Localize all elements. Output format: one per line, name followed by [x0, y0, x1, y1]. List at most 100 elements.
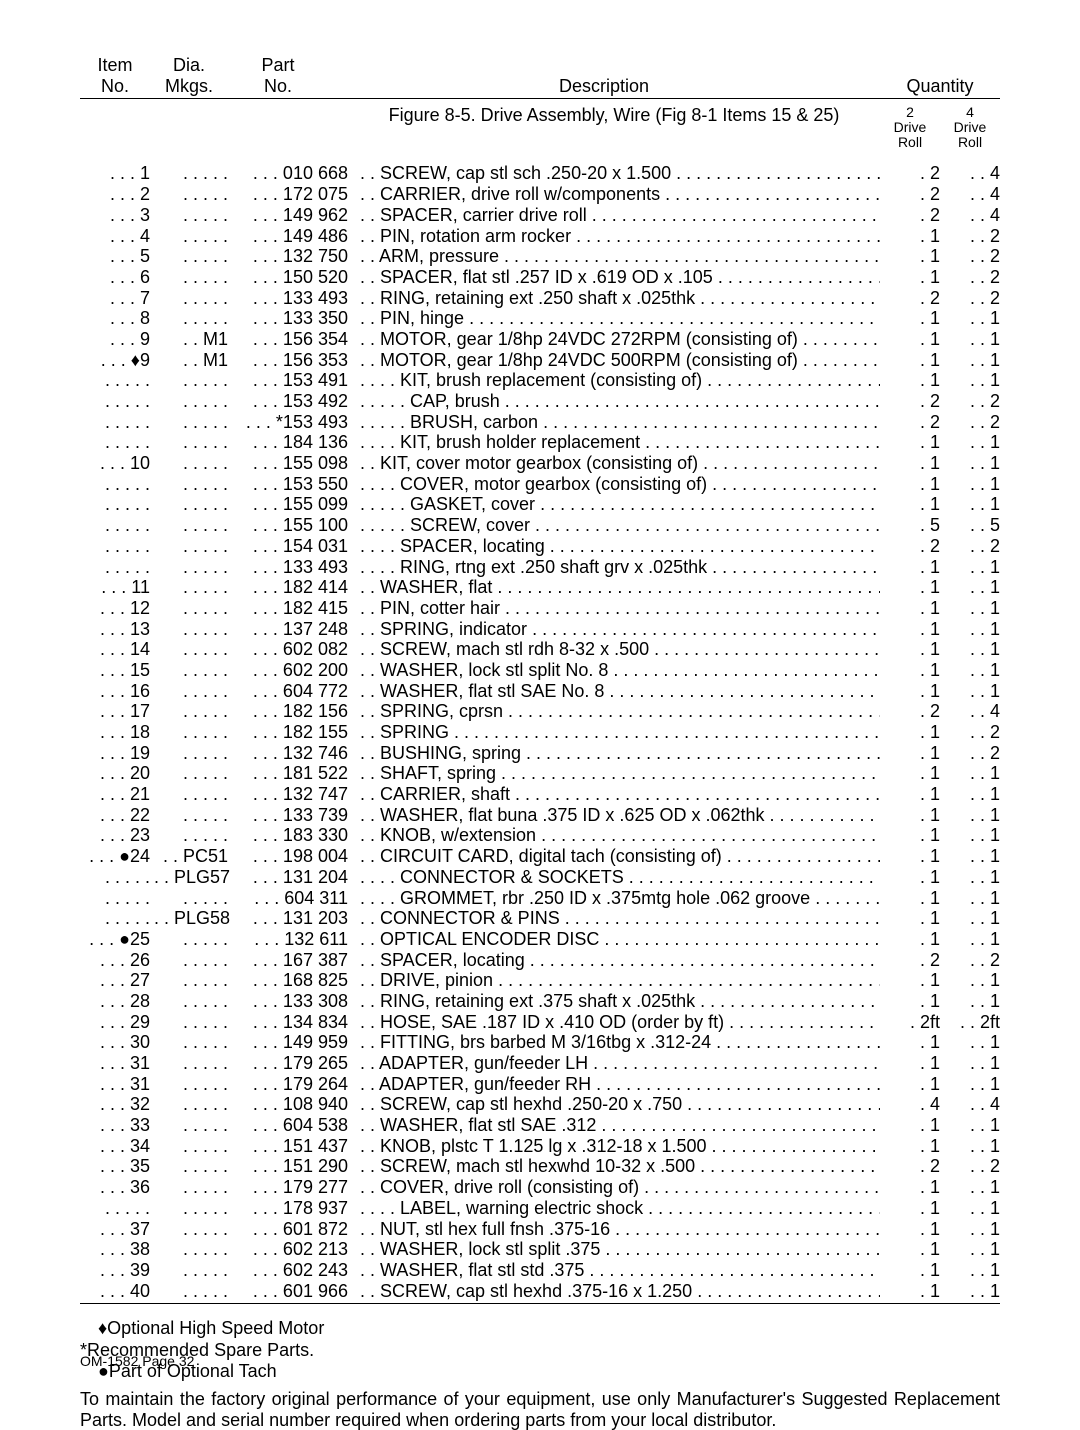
table-row: . . . 28. . . . .. . . 133 308. . RING, …: [80, 991, 1000, 1012]
cell-description: . . . . . GASKET, cover . . . . . . . . …: [348, 494, 880, 515]
cell-qty-2drive: . 1: [880, 1115, 940, 1136]
cell-dia-mkgs: . . . . .: [150, 288, 228, 309]
cell-part-no: . . . 131 204: [228, 867, 348, 888]
cell-dia-mkgs: . . . . .: [150, 391, 228, 412]
cell-item-no: . . . 31: [80, 1074, 150, 1095]
cell-description: . . CONNECTOR & PINS . . . . . . . . . .…: [348, 908, 880, 929]
cell-part-no: . . . 155 100: [228, 515, 348, 536]
cell-part-no: . . . 602 243: [228, 1260, 348, 1281]
cell-dia-mkgs: . . M1: [150, 350, 228, 371]
table-row: . . . 7. . . . .. . . 133 493. . RING, r…: [80, 288, 1000, 309]
table-row: . . . . .. . . . .. . . 154 031. . . . S…: [80, 536, 1000, 557]
cell-description: . . WASHER, flat stl std .375 . . . . . …: [348, 1260, 880, 1281]
cell-qty-4drive: . . 1: [940, 867, 1000, 888]
cell-part-no: . . . 172 075: [228, 184, 348, 205]
cell-item-no: . . . 2: [80, 184, 150, 205]
cell-part-no: . . . 153 491: [228, 370, 348, 391]
cell-part-no: . . . 182 155: [228, 722, 348, 743]
cell-dia-mkgs: . . PLG58: [150, 908, 228, 929]
cell-part-no: . . . 156 354: [228, 329, 348, 350]
cell-qty-4drive: . . 2: [940, 246, 1000, 267]
cell-qty-2drive: . 5: [880, 515, 940, 536]
cell-qty-4drive: . . 5: [940, 515, 1000, 536]
cell-part-no: . . . 153 550: [228, 474, 348, 495]
cell-qty-2drive: . 1: [880, 432, 940, 453]
cell-part-no: . . . 151 437: [228, 1136, 348, 1157]
cell-qty-2drive: . 1: [880, 453, 940, 474]
hdr-part-l1: Part: [261, 55, 294, 75]
cell-qty-4drive: . . 1: [940, 1032, 1000, 1053]
cell-qty-2drive: . 1: [880, 991, 940, 1012]
cell-item-no: . . . 38: [80, 1239, 150, 1260]
cell-item-no: . . . 17: [80, 701, 150, 722]
cell-description: . . HOSE, SAE .187 ID x .410 OD (order b…: [348, 1012, 880, 1033]
cell-dia-mkgs: . . . . .: [150, 1281, 228, 1302]
cell-dia-mkgs: . . . . .: [150, 784, 228, 805]
cell-description: . . WASHER, flat . . . . . . . . . . . .…: [348, 577, 880, 598]
note-optional-tach: ●Part of Optional Tach: [80, 1361, 1000, 1383]
cell-item-no: . . . 21: [80, 784, 150, 805]
table-row: . . . 37. . . . .. . . 601 872. . NUT, s…: [80, 1219, 1000, 1240]
table-row: . . . 17. . . . .. . . 182 156. . SPRING…: [80, 701, 1000, 722]
cell-dia-mkgs: . . . . .: [150, 701, 228, 722]
table-row: . . . 6. . . . .. . . 150 520. . SPACER,…: [80, 267, 1000, 288]
cell-part-no: . . . 602 082: [228, 639, 348, 660]
cell-description: . . SPRING, cprsn . . . . . . . . . . . …: [348, 701, 880, 722]
table-row: . . . 38. . . . .. . . 602 213. . WASHER…: [80, 1239, 1000, 1260]
cell-qty-2drive: . 1: [880, 681, 940, 702]
cell-item-no: . . . 23: [80, 825, 150, 846]
cell-dia-mkgs: . . . . .: [150, 453, 228, 474]
cell-description: . . . . KIT, brush replacement (consisti…: [348, 370, 880, 391]
cell-item-no: . . . 35: [80, 1156, 150, 1177]
cell-qty-4drive: . . 1: [940, 1198, 1000, 1219]
cell-qty-2drive: . 2: [880, 536, 940, 557]
cell-description: . . PIN, rotation arm rocker . . . . . .…: [348, 226, 880, 247]
cell-description: . . WASHER, flat buna .375 ID x .625 OD …: [348, 805, 880, 826]
cell-dia-mkgs: . . . . .: [150, 267, 228, 288]
cell-qty-2drive: . 2: [880, 701, 940, 722]
cell-description: . . DRIVE, pinion . . . . . . . . . . . …: [348, 970, 880, 991]
hdr-desc-text: Description: [559, 76, 649, 96]
cell-qty-4drive: . . 1: [940, 784, 1000, 805]
cell-description: . . CARRIER, shaft . . . . . . . . . . .…: [348, 784, 880, 805]
cell-qty-4drive: . . 1: [940, 577, 1000, 598]
cell-item-no: . . . 26: [80, 950, 150, 971]
cell-qty-2drive: . 4: [880, 1094, 940, 1115]
cell-dia-mkgs: . . . . .: [150, 991, 228, 1012]
cell-qty-2drive: . 1: [880, 1260, 940, 1281]
cell-part-no: . . . 604 311: [228, 888, 348, 909]
cell-qty-4drive: . . 1: [940, 329, 1000, 350]
cell-item-no: . . . 5: [80, 246, 150, 267]
cell-part-no: . . . 179 264: [228, 1074, 348, 1095]
cell-dia-mkgs: . . . . .: [150, 1115, 228, 1136]
cell-description: . . ADAPTER, gun/feeder LH . . . . . . .…: [348, 1053, 880, 1074]
table-row: . . . 3. . . . .. . . 149 962. . SPACER,…: [80, 205, 1000, 226]
table-row: . . . . .. . . . .. . . 153 492. . . . .…: [80, 391, 1000, 412]
cell-description: . . PIN, hinge . . . . . . . . . . . . .…: [348, 308, 880, 329]
cell-qty-2drive: . 1: [880, 660, 940, 681]
cell-dia-mkgs: . . . . .: [150, 557, 228, 578]
cell-part-no: . . . 133 308: [228, 991, 348, 1012]
cell-part-no: . . . 132 746: [228, 743, 348, 764]
cell-description: . . . . CONNECTOR & SOCKETS . . . . . . …: [348, 867, 880, 888]
cell-qty-4drive: . . 2ft: [940, 1012, 1000, 1033]
cell-item-no: . . . 3: [80, 205, 150, 226]
cell-item-no: . . . 18: [80, 722, 150, 743]
cell-qty-2drive: . 2: [880, 205, 940, 226]
cell-part-no: . . . 133 493: [228, 557, 348, 578]
cell-dia-mkgs: . . PLG57: [150, 867, 228, 888]
cell-item-no: . . . 31: [80, 1053, 150, 1074]
header-rule: [80, 98, 1000, 99]
cell-qty-4drive: . . 4: [940, 163, 1000, 184]
figure-title-row: Figure 8-5. Drive Assembly, Wire (Fig 8-…: [80, 105, 1000, 149]
cell-qty-4drive: . . 2: [940, 412, 1000, 433]
cell-qty-4drive: . . 1: [940, 1239, 1000, 1260]
cell-qty-4drive: . . 1: [940, 1219, 1000, 1240]
cell-dia-mkgs: . . . . .: [150, 432, 228, 453]
cell-qty-2drive: . 1: [880, 1219, 940, 1240]
cell-item-no: . . . . .: [80, 391, 150, 412]
cell-dia-mkgs: . . . . .: [150, 1177, 228, 1198]
table-row: . . . 5. . . . .. . . 132 750. . ARM, pr…: [80, 246, 1000, 267]
table-row: . . . 19. . . . .. . . 132 746. . BUSHIN…: [80, 743, 1000, 764]
cell-item-no: . . . . .: [80, 888, 150, 909]
